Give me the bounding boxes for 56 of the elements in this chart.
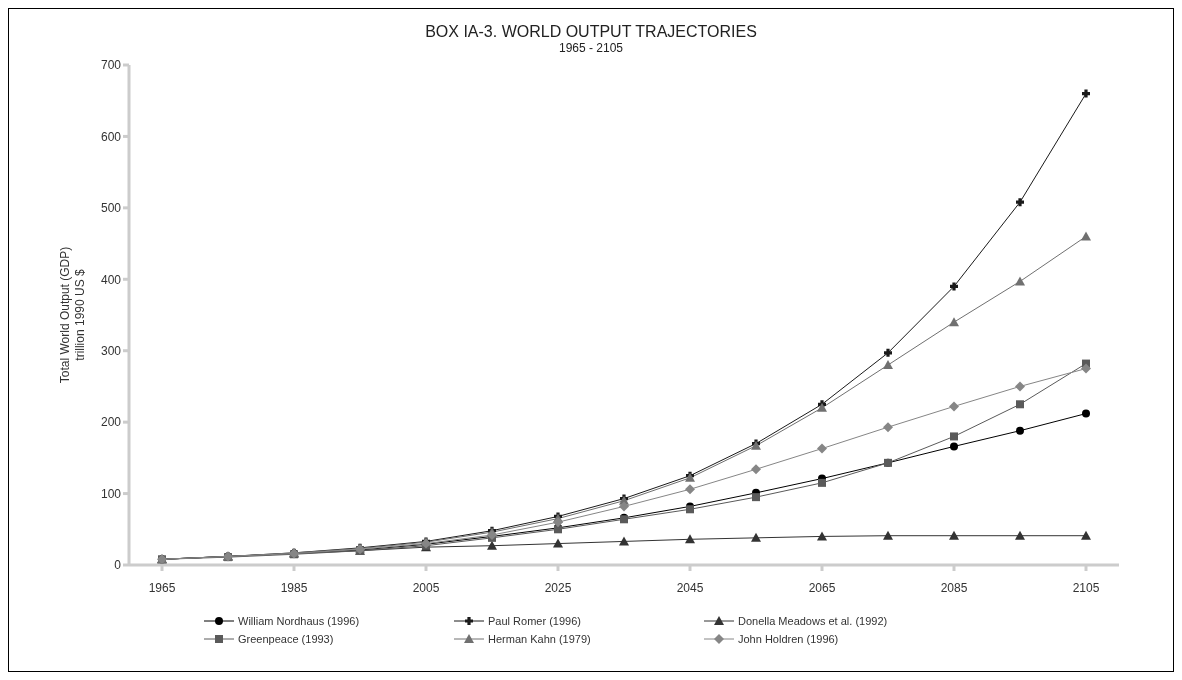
point	[1081, 530, 1091, 540]
point	[883, 530, 893, 540]
point	[1015, 276, 1025, 286]
y-tick-label: 0	[114, 558, 122, 573]
legend-label: William Nordhaus (1996)	[238, 615, 360, 627]
point	[619, 501, 629, 512]
point	[685, 534, 695, 544]
legend-label: Donella Meadows et al. (1992)	[738, 615, 888, 627]
chart-subtitle: 1965 - 2105	[557, 41, 625, 55]
point	[1016, 198, 1024, 207]
point	[1082, 89, 1090, 98]
point	[1082, 409, 1090, 418]
point	[1015, 381, 1025, 392]
point	[685, 484, 695, 495]
x-tick-label: 2085	[940, 580, 968, 595]
point	[950, 442, 958, 451]
point	[883, 360, 893, 369]
point	[949, 530, 959, 540]
x-tick-label: 2105	[1072, 580, 1100, 595]
x-tick-label: 2005	[412, 580, 440, 595]
point	[883, 422, 893, 433]
y-tick-label: 500	[100, 201, 122, 216]
legend-label: Herman Kahn (1979)	[488, 633, 591, 645]
legend-label: Greenpeace (1993)	[238, 633, 334, 645]
x-tick-label: 2065	[808, 580, 836, 595]
point	[884, 348, 892, 357]
point	[553, 517, 563, 528]
point	[751, 464, 761, 475]
point	[950, 282, 958, 291]
point	[1081, 363, 1091, 374]
point	[1015, 530, 1025, 540]
y-tick-label: 600	[100, 129, 122, 144]
point	[818, 478, 826, 487]
x-tick-label: 1985	[280, 580, 308, 595]
point	[1016, 400, 1024, 409]
point	[1016, 426, 1024, 435]
y-tick-label: 100	[100, 486, 122, 501]
x-tick-label: 2025	[544, 580, 572, 595]
point	[817, 443, 827, 454]
point	[949, 317, 959, 327]
y-tick-label: 700	[100, 58, 122, 73]
y-tick-label: 200	[100, 415, 122, 430]
legend-label: John Holdren (1996)	[738, 633, 839, 645]
point	[949, 401, 959, 412]
x-tick-label: 2045	[676, 580, 704, 595]
x-tick-label: 1965	[148, 580, 176, 595]
legend-label: Paul Romer (1996)	[488, 615, 581, 627]
y-tick-label: 300	[100, 343, 122, 358]
y-tick-label: 400	[100, 272, 122, 287]
point	[752, 493, 760, 502]
point	[487, 540, 497, 550]
point	[751, 532, 761, 542]
y-axis-title: Total World Output (GDP) trillion 1990 US $	[58, 246, 87, 384]
point	[553, 538, 563, 548]
chart-title: BOX IA-3. WORLD OUTPUT TRAJECTORIES	[424, 23, 758, 41]
point	[950, 432, 958, 441]
